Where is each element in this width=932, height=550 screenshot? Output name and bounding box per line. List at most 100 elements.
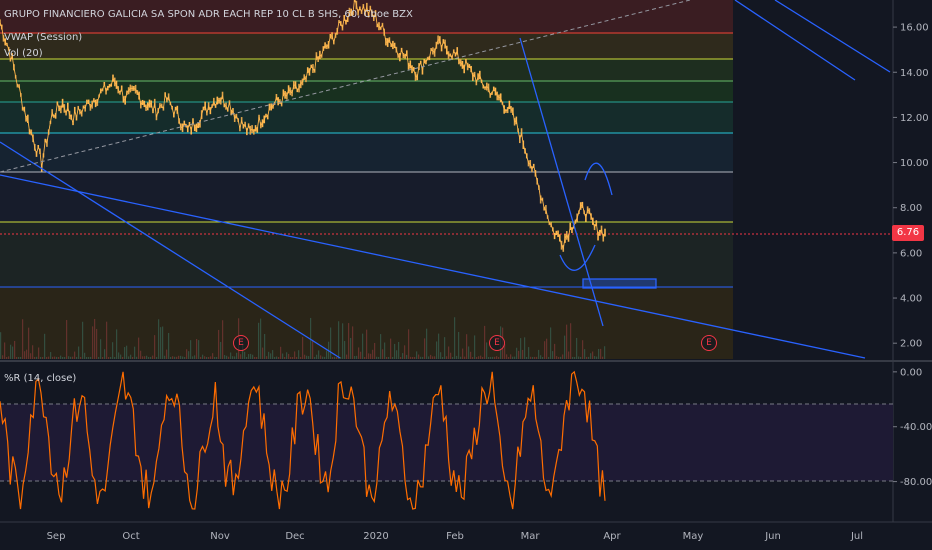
volume-bar — [304, 354, 306, 359]
volume-bar — [402, 353, 404, 359]
volume-bar — [442, 356, 444, 359]
volume-bar — [0, 332, 2, 359]
volume-bar — [140, 350, 142, 359]
earnings-marker[interactable]: E — [489, 335, 505, 351]
volume-bar — [64, 356, 66, 359]
trend-line-upper-channel — [734, 0, 856, 81]
volume-bar — [12, 346, 14, 359]
volume-bar — [176, 356, 178, 359]
volume-bar — [52, 356, 54, 359]
volume-bar — [596, 356, 598, 359]
volume-bar — [178, 355, 180, 359]
volume-bar — [524, 337, 526, 359]
volume-bar — [274, 356, 276, 359]
volume-bar — [588, 356, 590, 359]
volume-bar — [112, 342, 114, 359]
volume-bar — [598, 348, 600, 359]
volume-bar — [158, 319, 160, 359]
volume-bar — [96, 328, 98, 359]
volume-bar — [80, 356, 82, 359]
volume-bar — [172, 356, 174, 359]
volume-bar — [378, 356, 380, 359]
volume-bar — [44, 333, 46, 359]
volume-bar — [372, 349, 374, 359]
volume-bar — [270, 353, 272, 359]
volume-bar — [334, 356, 336, 359]
volume-bar — [476, 356, 478, 359]
volume-bar — [218, 329, 220, 359]
volume-bar — [470, 351, 472, 359]
volume-bar — [468, 346, 470, 359]
volume-bar — [384, 342, 386, 359]
volume-bar — [330, 327, 332, 359]
volume-bar — [604, 346, 606, 359]
wr-legend[interactable]: %R (14, close) — [4, 373, 77, 384]
volume-bar — [542, 356, 544, 359]
volume-bar — [184, 356, 186, 359]
volume-bar — [422, 356, 424, 359]
volume-bar — [324, 356, 326, 359]
wr-line — [0, 370, 606, 510]
volume-bar — [484, 325, 486, 359]
volume-bar — [342, 323, 344, 359]
volume-bar — [166, 349, 168, 359]
time-tick-label: May — [683, 531, 704, 542]
volume-bar — [16, 356, 18, 359]
volume-bar — [346, 354, 348, 359]
price-tick-label: 14.00 — [900, 68, 929, 79]
volume-bar — [38, 347, 40, 359]
volume-bar — [190, 340, 192, 359]
trend-line-crash — [519, 37, 604, 327]
earnings-marker[interactable]: E — [701, 335, 717, 351]
volume-bar — [268, 351, 270, 359]
wr-pane — [0, 370, 893, 510]
volume-bar — [244, 351, 246, 359]
vwap-legend[interactable]: VWAP (Session) — [4, 32, 83, 43]
volume-bar — [106, 321, 108, 359]
volume-bar — [50, 352, 52, 359]
volume-bar — [534, 356, 536, 359]
volume-bar — [510, 354, 512, 359]
volume-bar — [212, 353, 214, 359]
volume-bar — [260, 318, 262, 359]
volume-bar — [486, 342, 488, 359]
wr-tick-label: -40.00 — [900, 422, 932, 433]
volume-bar — [56, 356, 58, 359]
price-tick-label: 10.00 — [900, 158, 929, 169]
time-tick-label: Mar — [521, 531, 541, 542]
volume-bar — [36, 356, 38, 359]
last-price-badge: 6.76 — [892, 225, 924, 241]
volume-bar — [572, 356, 574, 359]
volume-bar — [426, 328, 428, 359]
volume-bar — [472, 356, 474, 359]
volume-bar — [464, 356, 466, 359]
volume-bar — [42, 356, 44, 359]
volume-bar — [146, 355, 148, 359]
volume-bar — [498, 356, 500, 359]
volume-bar — [520, 338, 522, 359]
volume-bar — [382, 349, 384, 359]
trend-line-upper-channel-2 — [774, 0, 891, 73]
volume-legend[interactable]: Vol (20) — [4, 48, 43, 59]
volume-bar — [490, 356, 492, 359]
volume-bar — [340, 356, 342, 359]
volume-bar — [390, 338, 392, 359]
volume-bar — [14, 340, 16, 359]
volume-bars — [0, 317, 606, 359]
volume-bar — [200, 356, 202, 359]
price-bands — [0, 0, 733, 359]
volume-bar — [560, 356, 562, 359]
volume-bar — [518, 350, 520, 359]
volume-bar — [454, 317, 456, 359]
earnings-marker[interactable]: E — [233, 335, 249, 351]
volume-bar — [194, 355, 196, 359]
volume-bar — [514, 356, 516, 359]
volume-bar — [462, 348, 464, 359]
volume-bar — [482, 356, 484, 359]
volume-bar — [578, 356, 580, 359]
volume-bar — [556, 356, 558, 359]
volume-bar — [34, 356, 36, 359]
volume-bar — [302, 336, 304, 359]
volume-bar — [120, 354, 122, 359]
